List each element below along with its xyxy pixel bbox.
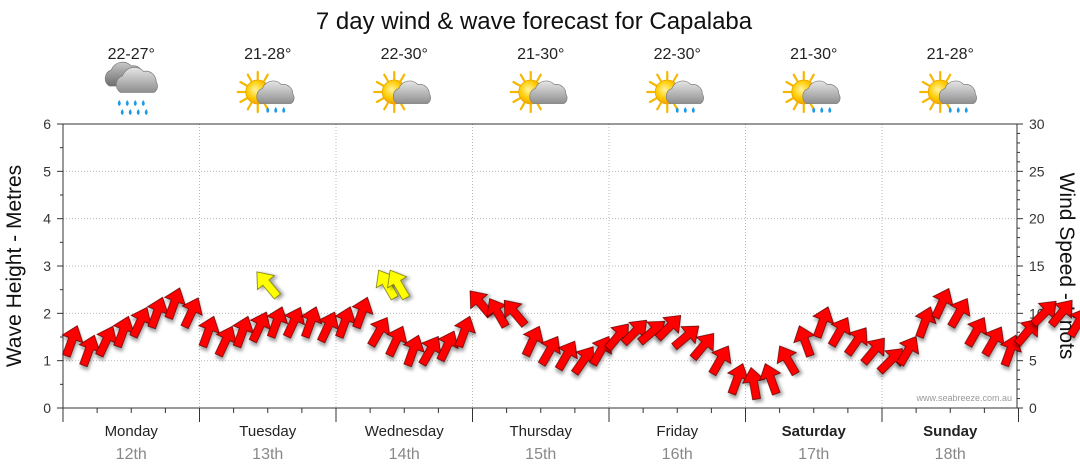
sun-cloud-icon [509,70,568,114]
wind-arrow [1066,307,1080,339]
cloud-icon [938,80,977,104]
cloud-icon [256,80,295,104]
left-tick-label: 5 [43,163,51,179]
wind-arrow [453,315,476,349]
wind-arrow [914,306,937,339]
left-tick-label: 6 [43,116,51,132]
right-tick-label: 15 [1029,258,1045,274]
left-tick-label: 2 [43,305,51,321]
gust-arrow [256,271,281,300]
cloud-icon [115,67,158,93]
wind-arrow [197,315,220,349]
day-label: Saturday [782,423,847,440]
wind-arrow [61,325,84,358]
date-label: 12th [116,446,147,463]
left-tick-label: 4 [43,211,51,227]
wind-arrow [503,299,529,328]
x-axis: Monday 12th Tuesday 13th Wednesday 14th Thursd… [62,408,1019,463]
date-label: 15th [525,446,556,463]
right-tick-label: 30 [1029,116,1045,132]
wind-arrow [827,317,851,348]
wind-arrow [537,335,561,367]
wind-arrow [964,317,988,348]
wind-arrow [708,345,732,377]
sun-cloud-showers-icon [646,70,704,114]
wind-arrow [947,298,971,329]
wind-arrow [759,363,782,396]
temperature-label: 22-27° [108,46,155,63]
rain-drops-icon [812,107,832,113]
rain-drops-icon [117,100,148,115]
sun-cloud-icon [373,70,431,114]
wind-arrow [1013,318,1039,347]
day-label: Sunday [923,423,978,440]
wind-arrow [896,335,920,367]
temperature-label: 21-30° [517,46,564,63]
day-label: Wednesday [365,423,444,440]
wind-arrow [689,333,715,362]
wind-arrow-series [61,287,1080,401]
temperature-row: 22-27° 21-28° 22-30° 21-30° 22-30° 21-30° 21-2… [108,46,974,63]
wind-arrow [776,345,800,377]
day-label: Thursday [509,423,572,440]
left-axis-label: Wave Height - Metres [3,165,26,367]
wind-arrow [180,297,203,330]
wind-arrow [282,306,306,339]
wind-arrow [436,330,459,363]
temperature-label: 22-30° [654,46,701,63]
wind-arrow [654,315,682,342]
date-label: 18th [935,446,966,463]
sun-cloud-showers-icon [919,70,977,114]
wind-arrow [876,348,903,375]
wind-arrow [554,340,578,372]
grid-lines [63,124,1017,408]
left-axis-ticks: 0 1 2 3 4 5 6 [43,116,63,416]
date-label: 13th [252,446,283,463]
wind-arrow [163,287,186,320]
cloud-icon [802,80,841,104]
wind-arrow [300,306,323,339]
right-tick-label: 25 [1029,163,1045,179]
left-tick-label: 3 [43,258,51,274]
day-label: Tuesday [239,423,296,440]
left-tick-label: 1 [43,353,51,369]
cloud-icon [665,80,704,104]
left-tick-label: 0 [43,400,51,416]
right-tick-label: 20 [1029,211,1045,227]
rain-drops-icon [948,107,968,113]
temperature-label: 22-30° [381,46,428,63]
temperature-label: 21-28° [244,46,291,63]
rain-drops-icon [675,107,695,113]
right-tick-label: 5 [1029,353,1037,369]
wind-arrow [844,327,868,357]
day-label: Friday [656,423,698,440]
credit-text: www.seabreeze.com.au [915,393,1012,403]
wind-arrow [266,306,289,339]
date-label: 14th [389,446,420,463]
wind-arrow [671,325,700,351]
day-label: Monday [105,423,159,440]
weather-icon-row [104,61,977,115]
cloud-icon [392,80,431,104]
sun-cloud-showers-icon [236,70,295,114]
gust-arrow [387,269,411,301]
gust-arrow-series [256,269,411,301]
wind-arrow [248,311,271,344]
rain-drops-icon [266,107,286,113]
date-label: 17th [798,446,829,463]
right-tick-label: 0 [1029,400,1037,416]
sun-cloud-showers-icon [782,70,841,114]
wind-arrow [1048,299,1073,328]
cloud-icon [529,80,568,104]
temperature-label: 21-30° [790,46,837,63]
rain-cloud-icon [104,61,158,115]
temperature-label: 21-28° [927,46,974,63]
wind-arrow [351,296,374,330]
wind-arrow [402,334,425,368]
wind-arrow [860,337,885,366]
chart-title: 7 day wind & wave forecast for Capalaba [316,8,753,35]
date-label: 16th [662,446,693,463]
